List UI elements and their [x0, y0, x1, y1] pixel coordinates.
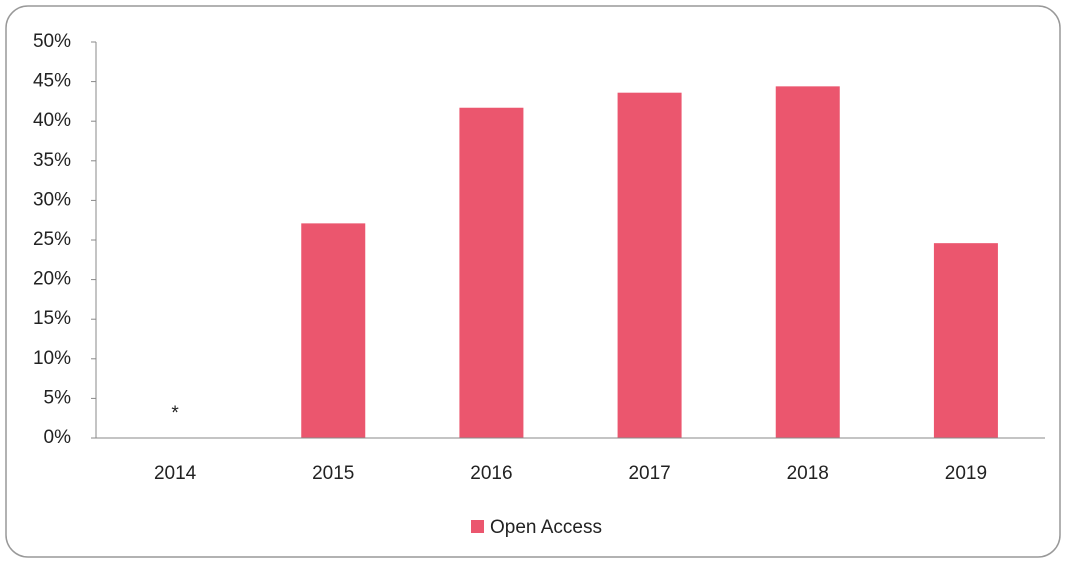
y-tick-label: 5% — [44, 387, 72, 408]
x-tick-label: 2016 — [470, 463, 512, 484]
bar — [617, 92, 682, 439]
x-tick-label: 2015 — [312, 463, 354, 484]
x-tick-label: 2018 — [787, 463, 829, 484]
bar — [775, 86, 840, 439]
x-tick-label: 2019 — [945, 463, 987, 484]
y-tick-label: 0% — [44, 427, 72, 448]
bar — [933, 243, 998, 438]
bar — [301, 223, 366, 438]
y-tick-label: 30% — [33, 189, 71, 210]
legend-swatch — [471, 520, 484, 533]
y-tick-label: 40% — [33, 110, 71, 131]
y-tick-label: 45% — [33, 71, 71, 92]
y-tick-label: 10% — [33, 348, 71, 369]
y-tick-label: 20% — [33, 269, 71, 290]
y-tick-label: 35% — [33, 150, 71, 171]
annotation: * — [171, 403, 179, 424]
x-tick-label: 2014 — [154, 463, 197, 484]
legend-label: Open Access — [490, 517, 602, 538]
y-tick-label: 50% — [33, 31, 71, 52]
y-tick-label: 15% — [33, 308, 71, 329]
x-tick-label: 2017 — [628, 463, 670, 484]
bar — [459, 107, 524, 439]
y-tick-label: 25% — [33, 229, 71, 250]
